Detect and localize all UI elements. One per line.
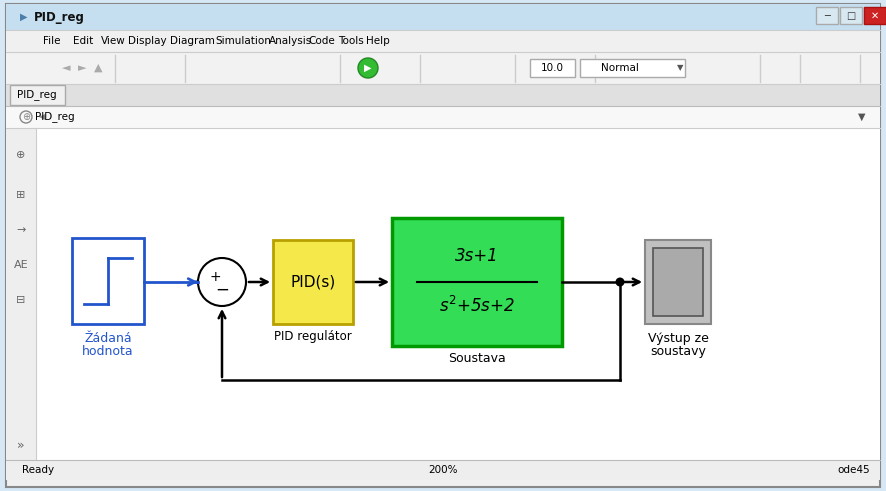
Text: $s^2$+5s+2: $s^2$+5s+2 xyxy=(439,296,515,316)
Bar xyxy=(36,128,880,460)
Text: ▶: ▶ xyxy=(364,63,372,73)
Bar xyxy=(6,30,880,52)
Bar xyxy=(72,238,144,324)
Text: ⊕: ⊕ xyxy=(16,150,26,160)
Circle shape xyxy=(616,277,625,287)
Circle shape xyxy=(358,58,378,78)
Bar xyxy=(530,59,575,77)
Text: ⊞: ⊞ xyxy=(16,190,26,200)
Text: Ready: Ready xyxy=(22,465,54,475)
Text: PID regulátor: PID regulátor xyxy=(274,330,352,343)
Text: Tools: Tools xyxy=(338,36,363,46)
Bar xyxy=(6,128,36,460)
Bar xyxy=(653,248,703,316)
Bar xyxy=(864,7,886,24)
Text: ⊟: ⊟ xyxy=(16,295,26,305)
Text: Simulation: Simulation xyxy=(215,36,271,46)
Text: Žádaná: Žádaná xyxy=(84,332,132,345)
Text: Soustava: Soustava xyxy=(448,352,506,365)
Bar xyxy=(580,59,685,77)
Bar xyxy=(6,4,880,30)
Text: ⊕: ⊕ xyxy=(22,112,30,122)
Text: PID_reg: PID_reg xyxy=(35,111,74,122)
Bar xyxy=(273,240,353,324)
Text: ▲: ▲ xyxy=(94,63,102,73)
Text: □: □ xyxy=(846,11,856,21)
Text: −: − xyxy=(215,281,229,299)
Text: View: View xyxy=(101,36,126,46)
Text: ▼: ▼ xyxy=(859,112,866,122)
Text: Normal: Normal xyxy=(601,63,639,73)
Bar xyxy=(10,85,65,105)
Bar xyxy=(6,106,880,128)
Bar xyxy=(6,460,880,480)
Text: PID_reg: PID_reg xyxy=(17,89,57,101)
Text: Analysis: Analysis xyxy=(268,36,312,46)
Bar xyxy=(816,7,838,24)
Bar xyxy=(392,218,562,346)
Bar xyxy=(840,7,862,24)
Circle shape xyxy=(198,258,246,306)
Text: hodnota: hodnota xyxy=(82,345,134,358)
Text: 3s+1: 3s+1 xyxy=(455,247,499,265)
Text: Help: Help xyxy=(366,36,390,46)
Text: Diagram: Diagram xyxy=(170,36,215,46)
Text: Výstup ze: Výstup ze xyxy=(648,332,709,345)
Text: ✕: ✕ xyxy=(871,11,879,21)
Text: 200%: 200% xyxy=(428,465,458,475)
Text: ─: ─ xyxy=(824,11,830,21)
Text: ►: ► xyxy=(78,63,86,73)
Text: File: File xyxy=(43,36,60,46)
Text: ◀: ◀ xyxy=(39,112,45,121)
Text: 10.0: 10.0 xyxy=(540,63,563,73)
Text: +: + xyxy=(209,270,221,284)
Text: ◄: ◄ xyxy=(62,63,70,73)
Text: Edit: Edit xyxy=(73,36,93,46)
Text: PID_reg: PID_reg xyxy=(34,10,85,24)
Text: ▶: ▶ xyxy=(20,12,27,22)
Text: PID(s): PID(s) xyxy=(291,274,336,290)
Text: Code: Code xyxy=(308,36,335,46)
Bar xyxy=(6,84,880,106)
Text: ode45: ode45 xyxy=(837,465,870,475)
Text: Display: Display xyxy=(128,36,167,46)
Text: AE: AE xyxy=(13,260,28,270)
Text: »: » xyxy=(17,438,25,452)
Text: ▼: ▼ xyxy=(677,63,683,73)
Text: →: → xyxy=(16,225,26,235)
Text: soustavy: soustavy xyxy=(650,345,706,358)
Bar xyxy=(6,52,880,84)
Bar xyxy=(645,240,711,324)
